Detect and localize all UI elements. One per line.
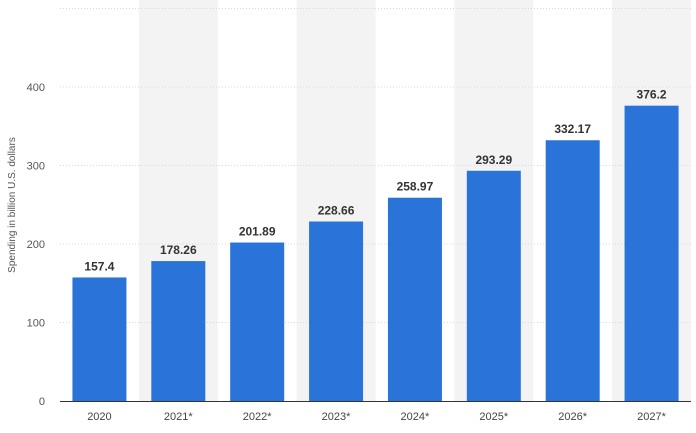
bar (466, 170, 521, 401)
x-tick-label: 2021* (164, 411, 193, 423)
bar (309, 221, 364, 401)
bar (624, 105, 679, 402)
data-label: 293.29 (475, 153, 512, 167)
data-label: 228.66 (318, 204, 355, 218)
x-tick-label: 2020 (87, 411, 111, 423)
x-tick-label: 2026* (558, 411, 587, 423)
data-label: 258.97 (397, 180, 434, 194)
data-label: 157.4 (84, 259, 114, 273)
data-label: 376.2 (637, 88, 667, 102)
x-tick-label: 2027* (637, 411, 666, 423)
y-tick-label: 0 (39, 396, 45, 408)
y-axis-ticks: 0 100 200 300 400 (27, 82, 45, 408)
y-tick-label: 300 (27, 161, 45, 173)
y-tick-label: 100 (27, 318, 45, 330)
data-label: 201.89 (239, 225, 276, 239)
y-tick-label: 400 (27, 82, 45, 94)
data-labels: 157.4 178.26 201.89 228.66 258.97 293.29 332.1… (84, 88, 666, 274)
y-tick-label: 200 (27, 239, 45, 251)
x-axis-ticks: 2020 2021* 2022* 2023* 2024* 2025* 2026* 2027* (87, 411, 666, 423)
bars (72, 105, 679, 402)
y-axis-label: Spending in billion U.S. dollars (7, 137, 18, 273)
data-label: 178.26 (160, 243, 197, 257)
bar (72, 277, 127, 401)
x-tick-label: 2023* (322, 411, 351, 423)
bar (230, 242, 285, 401)
bar (151, 261, 206, 401)
bar (545, 140, 600, 401)
x-tick-label: 2024* (401, 411, 430, 423)
data-label: 332.17 (554, 122, 591, 136)
bar (387, 197, 442, 401)
x-tick-label: 2025* (479, 411, 508, 423)
x-tick-label: 2022* (243, 411, 272, 423)
